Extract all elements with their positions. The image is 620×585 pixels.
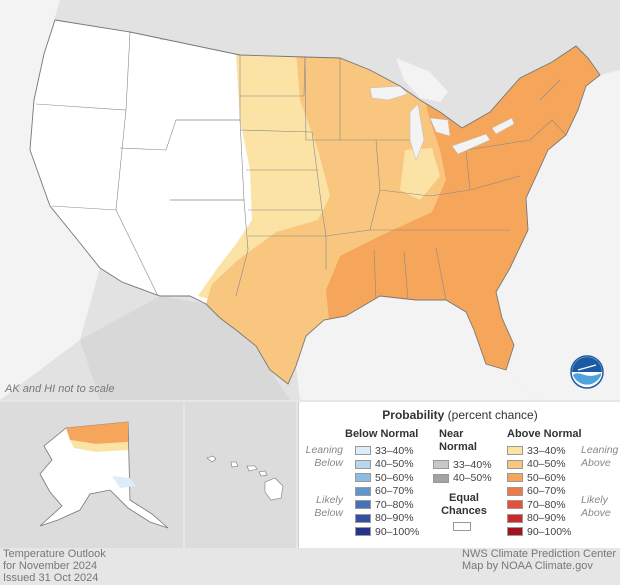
near-swatch	[433, 473, 449, 483]
equal-chances-swatch	[453, 522, 471, 531]
above-label: 33–40%	[527, 444, 566, 457]
above-label: 50–60%	[527, 471, 566, 484]
near-row: 33–40%	[433, 458, 492, 471]
above-leaning-label: Leaning Above	[581, 444, 619, 469]
near-heading: Near Normal	[439, 428, 477, 453]
conus-map	[0, 0, 620, 400]
above-swatch	[507, 527, 523, 536]
above-swatch	[507, 513, 523, 523]
scale-note: AK and HI not to scale	[5, 383, 115, 395]
below-swatch	[355, 513, 371, 523]
below-swatch	[355, 446, 371, 455]
below-heading: Below Normal	[345, 428, 419, 440]
legend-title: Probability (percent chance)	[382, 408, 538, 422]
below-swatch	[355, 500, 371, 509]
equal-chances-label: Equal Chances	[441, 492, 487, 517]
above-swatch	[507, 500, 523, 509]
above-row: 70–80%	[507, 498, 566, 511]
above-row: 80–90%	[507, 512, 566, 525]
above-swatch	[507, 486, 523, 496]
footer-right: NWS Climate Prediction Center Map by NOA…	[462, 548, 616, 572]
above-row: 60–70%	[507, 485, 566, 498]
footer-left-line: for November 2024	[3, 560, 98, 572]
above-label: 80–90%	[527, 512, 566, 524]
near-label: 33–40%	[453, 458, 492, 471]
above-label: 40–50%	[527, 458, 566, 470]
near-swatch	[433, 460, 449, 469]
above-swatch	[507, 473, 523, 482]
below-leaning-label: Leaning Below	[305, 444, 343, 469]
footer-left: Temperature Outlook for November 2024 Is…	[3, 548, 106, 584]
below-row: 80–90%	[355, 512, 414, 525]
below-row: 40–50%	[355, 458, 414, 471]
below-row: 90–100%	[355, 525, 419, 538]
footer-left-line: Issued 31 Oct 2024	[3, 572, 99, 584]
above-row: 40–50%	[507, 458, 566, 471]
above-row: 90–100%	[507, 525, 571, 538]
legend: Probability (percent chance) Below Norma…	[298, 402, 620, 548]
above-label: 60–70%	[527, 485, 566, 497]
below-swatch	[355, 459, 371, 469]
below-swatch	[355, 473, 371, 482]
above-label: 90–100%	[527, 525, 572, 538]
below-row: 33–40%	[355, 444, 414, 457]
below-label: 80–90%	[375, 512, 414, 524]
noaa-logo-icon	[570, 355, 604, 389]
below-swatch	[355, 527, 371, 536]
footer-right-line: NWS Climate Prediction Center	[462, 548, 617, 560]
below-row: 60–70%	[355, 485, 414, 498]
near-row: 40–50%	[433, 472, 492, 485]
below-row: 50–60%	[355, 471, 414, 484]
below-label: 50–60%	[375, 471, 414, 484]
below-likely-label: Likely Below	[314, 494, 343, 519]
above-heading: Above Normal	[507, 428, 582, 440]
above-likely-label: Likely Above	[581, 494, 611, 519]
above-row: 50–60%	[507, 471, 566, 484]
below-label: 40–50%	[375, 458, 414, 470]
above-swatch	[507, 446, 523, 455]
footer-right-line: Map by NOAA Climate.gov	[462, 560, 593, 572]
below-label: 90–100%	[375, 525, 420, 538]
above-label: 70–80%	[527, 498, 566, 511]
above-swatch	[507, 459, 523, 469]
above-row: 33–40%	[507, 444, 566, 457]
below-label: 60–70%	[375, 485, 414, 497]
below-label: 70–80%	[375, 498, 414, 511]
hawaii-inset	[185, 402, 296, 548]
footer-left-line: Temperature Outlook	[3, 548, 106, 560]
near-label: 40–50%	[453, 472, 492, 484]
below-swatch	[355, 486, 371, 496]
below-row: 70–80%	[355, 498, 414, 511]
below-label: 33–40%	[375, 444, 414, 457]
alaska-inset	[0, 402, 183, 548]
